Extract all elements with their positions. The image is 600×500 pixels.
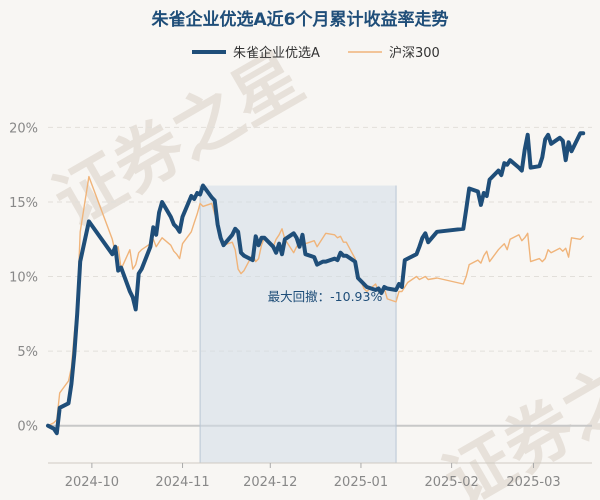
x-tick-label: 2024-12 <box>243 475 297 490</box>
series-line-fund <box>46 131 586 436</box>
y-tick-label: 5% <box>17 345 38 360</box>
x-tick-label: 2024-10 <box>65 475 119 490</box>
x-tick-label: 2025-03 <box>506 475 560 490</box>
legend: 朱雀企业优选A 沪深300 <box>192 45 440 61</box>
legend-label-fund: 朱雀企业优选A <box>233 45 320 61</box>
x-tick-label: 2024-11 <box>155 475 209 490</box>
y-tick-label: 20% <box>9 121 38 136</box>
drawdown-shade <box>200 185 397 464</box>
y-tick-label: 15% <box>9 196 38 211</box>
watermark-text-1: 证券之星 <box>431 318 600 500</box>
y-tick-label: 0% <box>17 420 38 435</box>
max-drawdown-label: 最大回撤：-10.93% <box>268 289 383 304</box>
chart-title: 朱雀企业优选A近6个月累计收益率走势 <box>152 9 449 30</box>
legend-label-index: 沪深300 <box>389 45 440 61</box>
series-lines <box>46 131 586 436</box>
x-tick-label: 2025-01 <box>334 475 388 490</box>
y-tick-label: 10% <box>9 271 38 286</box>
x-tick-label: 2025-02 <box>424 475 478 490</box>
x-axis-ticks: 2024-10 2024-11 2024-12 2025-01 2025-02 2025-… <box>48 462 592 490</box>
y-axis-ticks: 20% 15% 10% 5% 0% <box>9 121 38 434</box>
drawdown-region <box>199 185 397 464</box>
